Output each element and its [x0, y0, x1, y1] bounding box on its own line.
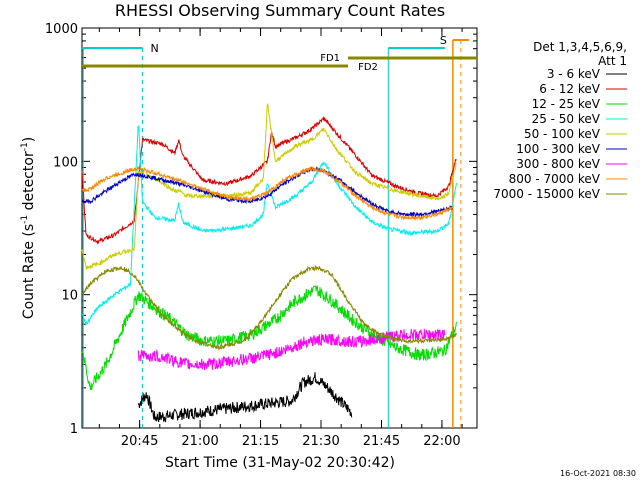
legend-label: 6 - 12 keV — [539, 82, 601, 96]
y-tick-label: 1 — [70, 422, 78, 437]
saa-annotation: S — [440, 34, 447, 47]
y-axis: 1 10 100 1000 — [45, 22, 477, 437]
plot-frame — [81, 27, 478, 429]
y-axis-label-mid: detector — [21, 151, 37, 215]
legend-label: 100 - 300 keV — [516, 142, 600, 156]
series-line-2 — [81, 284, 457, 391]
series-line-6 — [137, 328, 446, 371]
x-tick-label: 21:00 — [181, 434, 218, 449]
y-axis-label-main: Count Rate (s — [21, 224, 37, 319]
status-bars: N S FD1 FD2 — [82, 34, 477, 428]
series-line-1 — [81, 116, 457, 245]
x-tick-label: 21:45 — [363, 434, 400, 449]
series-line-5 — [81, 166, 453, 218]
night-annotation: N — [150, 42, 158, 55]
y-axis-label: Count Rate (s-1 detector-1) — [20, 137, 37, 319]
legend-label: 50 - 100 keV — [524, 127, 601, 141]
series-line-3 — [81, 124, 457, 326]
y-axis-label-end: ) — [21, 137, 37, 142]
x-tick-label: 20:45 — [121, 434, 158, 449]
legend-label: 25 - 50 keV — [532, 112, 601, 126]
fd1-annotation: FD1 — [320, 53, 340, 64]
legend-label: 300 - 800 keV — [516, 157, 600, 171]
legend-label: 12 - 25 keV — [532, 97, 601, 111]
y-axis-label-sup2: -1 — [20, 142, 30, 151]
y-tick-label: 100 — [53, 155, 78, 170]
series-line-0 — [137, 372, 353, 423]
x-tick-label: 22:00 — [423, 434, 460, 449]
x-axis-label: Start Time (31-May-02 20:30:42) — [165, 455, 395, 471]
legend-header-line-1: Det 1,3,4,5,6,9, — [533, 40, 627, 54]
legend-header-line-2: Att 1 — [598, 54, 627, 68]
footer-date: 16-Oct-2021 08:30 — [560, 469, 636, 478]
y-tick-label: 1000 — [45, 22, 78, 37]
x-axis: 20:45 21:00 21:15 21:30 21:45 22:00 — [98, 28, 463, 449]
series-layer — [81, 103, 457, 423]
chart-title: RHESSI Observing Summary Count Rates — [115, 1, 445, 20]
legend-label: 7000 - 15000 keV — [493, 187, 600, 201]
y-axis-label-sup1: -1 — [20, 215, 30, 224]
legend-label: 800 - 7000 keV — [509, 172, 601, 186]
x-tick-label: 21:30 — [302, 434, 339, 449]
y-tick-label: 10 — [61, 289, 78, 304]
fd2-annotation: FD2 — [358, 62, 378, 73]
legend-label: 3 - 6 keV — [547, 67, 601, 81]
x-tick-label: 21:15 — [242, 434, 279, 449]
series-line-8 — [81, 264, 457, 351]
series-line-7 — [81, 165, 453, 221]
